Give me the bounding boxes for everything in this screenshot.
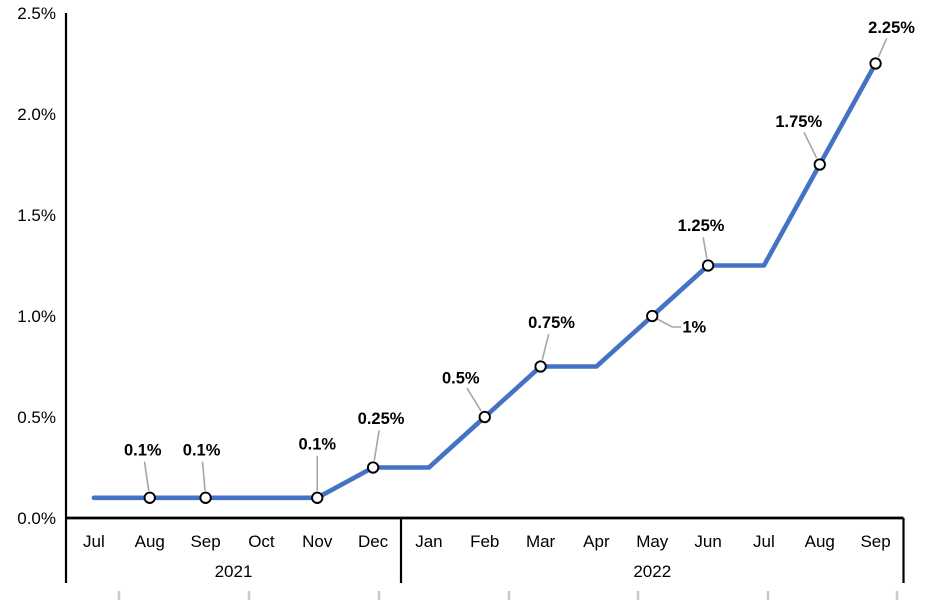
leader-line: [877, 38, 888, 58]
data-point-label: 2.25%: [868, 19, 915, 37]
data-point-marker: [646, 309, 659, 323]
month-tick-label: Oct: [248, 532, 275, 551]
y-tick-label: 0.5%: [17, 408, 56, 427]
year-label: 2021: [215, 562, 253, 581]
leader-line: [541, 333, 550, 360]
month-tick-label: Mar: [526, 532, 556, 551]
year-label: 2022: [633, 562, 671, 581]
month-tick-label: Feb: [470, 532, 499, 551]
data-point-label: 1%: [682, 319, 706, 337]
y-tick-label: 2.0%: [17, 105, 56, 124]
month-tick-label: May: [636, 532, 669, 551]
data-point-label: 1.75%: [775, 113, 822, 131]
leader-line: [143, 461, 150, 491]
month-tick-label: Aug: [805, 532, 835, 551]
data-point-label: 0.1%: [124, 441, 162, 459]
data-point-marker: [701, 259, 715, 272]
month-tick-label: Jul: [83, 532, 105, 551]
data-point-label: 1.25%: [678, 217, 725, 235]
month-tick-label: Jul: [753, 532, 775, 551]
y-tick-label: 2.5%: [17, 4, 56, 23]
leader-line: [656, 318, 682, 328]
leader-line: [373, 430, 380, 461]
data-point-label: 0.1%: [298, 435, 336, 453]
data-point-marker: [311, 491, 324, 504]
month-tick-label: Jan: [415, 532, 442, 551]
data-point-marker: [534, 360, 547, 373]
month-tick-label: Apr: [583, 532, 610, 551]
y-tick-label: 1.5%: [17, 206, 56, 225]
month-tick-label: Nov: [302, 532, 333, 551]
leader-line: [466, 387, 482, 412]
month-tick-label: Sep: [860, 532, 890, 551]
y-tick-label: 1.0%: [17, 307, 56, 326]
leader-line: [702, 237, 708, 259]
month-tick-label: Jun: [694, 532, 721, 551]
data-point-marker: [813, 158, 826, 171]
rate-line: [91, 61, 878, 501]
month-tick-label: Sep: [190, 532, 220, 551]
data-point-label: 0.1%: [183, 441, 221, 459]
data-point-label: 0.75%: [528, 314, 575, 332]
month-tick-label: Aug: [135, 532, 165, 551]
data-point-label: 0.5%: [442, 370, 480, 388]
month-tick-label: Dec: [358, 532, 389, 551]
data-point-label: 0.25%: [358, 410, 405, 428]
data-point-marker: [199, 491, 212, 504]
data-point-marker: [366, 461, 380, 474]
data-point-marker: [143, 491, 156, 504]
leader-line: [201, 461, 206, 491]
data-point-marker: [478, 410, 491, 424]
leader-line: [803, 131, 818, 159]
y-tick-label: 0.0%: [17, 509, 56, 528]
data-point-marker: [869, 57, 882, 70]
